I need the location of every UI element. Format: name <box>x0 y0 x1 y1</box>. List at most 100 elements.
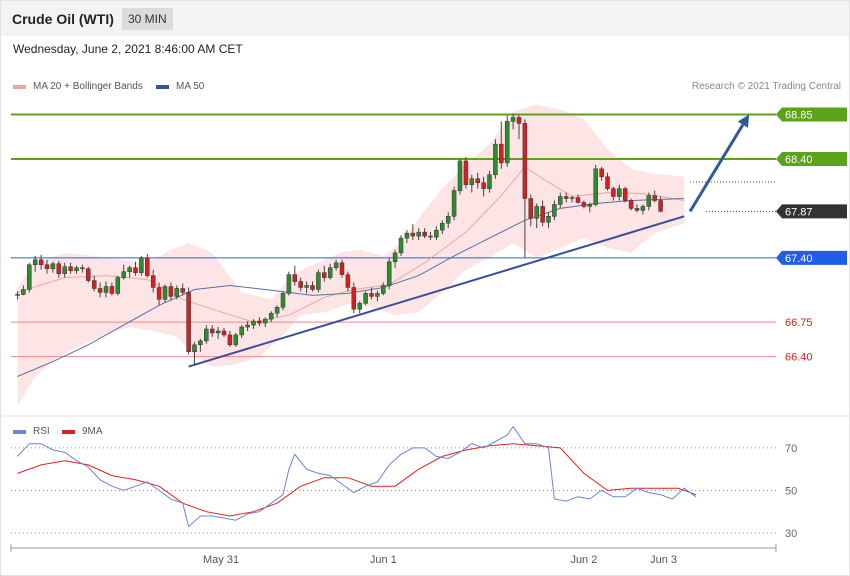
candle-body <box>469 178 475 185</box>
support-trendline <box>188 215 685 368</box>
candle-body <box>516 117 522 124</box>
candle-body <box>127 267 132 272</box>
candle-body <box>327 267 333 278</box>
rsi-tick-50: 50 <box>785 485 797 497</box>
candle-body <box>440 222 445 231</box>
price-panel: 68.85 68.40 67.87 67.40 66.75 66.40 <box>11 104 847 407</box>
candle-body <box>38 259 44 265</box>
ma50-swatch-icon <box>156 84 169 89</box>
candle-body <box>575 197 581 203</box>
time-axis: May 31 Jun 1 Jun 2 Jun 3 <box>10 544 777 566</box>
candle-body <box>133 267 138 273</box>
candle-body <box>68 266 73 271</box>
candle-body <box>345 274 351 288</box>
candle-body <box>617 188 622 197</box>
forecast-arrow-shaft <box>688 123 745 213</box>
candle-body <box>398 237 404 254</box>
legend-9ma-label: 9MA <box>82 426 103 437</box>
candle-body <box>215 330 221 334</box>
candle-body <box>121 271 126 278</box>
candle-body <box>227 334 233 346</box>
legend-9ma: 9MA <box>62 426 103 437</box>
rsi-swatch-icon <box>13 429 26 434</box>
legend-rsi-label: RSI <box>33 426 50 437</box>
candle-body <box>611 188 616 197</box>
candle-body <box>322 272 327 278</box>
candle-body <box>280 293 286 308</box>
legend-ma50-label: MA 50 <box>176 81 205 92</box>
candle-body <box>198 340 203 346</box>
candle-body <box>109 286 115 294</box>
candle-body <box>416 231 421 237</box>
candle-body <box>599 168 604 178</box>
candle-body <box>593 168 598 205</box>
level-label-66.75: 66.75 <box>785 317 813 329</box>
candle-body <box>652 195 657 201</box>
candle-body <box>292 274 298 282</box>
candle-body <box>475 178 480 183</box>
candle-body <box>50 263 56 269</box>
ma9-swatch-icon <box>62 429 75 434</box>
candle-body <box>493 143 498 176</box>
rsi-line <box>17 425 697 528</box>
candle-body <box>204 328 209 342</box>
candle-body <box>587 204 593 207</box>
candle-body <box>192 344 197 352</box>
candle-body <box>445 216 451 224</box>
candle-body <box>168 286 174 297</box>
candle-body <box>56 263 62 274</box>
candle-body <box>392 252 398 263</box>
timeframe-badge[interactable]: 30 MIN <box>122 8 173 30</box>
candle-body <box>534 206 539 219</box>
ma20-swatch-icon <box>13 84 26 89</box>
instrument-title: Crude Oil (WTI) <box>12 11 114 27</box>
candle-body <box>428 235 433 238</box>
candle-body <box>451 190 457 217</box>
candle-body <box>658 200 663 212</box>
candle-body <box>528 198 534 219</box>
candle-body <box>410 232 416 237</box>
candle-body <box>298 281 303 288</box>
candle-body <box>510 117 516 122</box>
candle-body <box>552 204 557 217</box>
candle-body <box>339 262 345 275</box>
candle-body <box>316 272 321 290</box>
candle-body <box>91 280 97 289</box>
candle-body <box>563 196 569 199</box>
candle-body <box>375 293 380 297</box>
level-label-67.40: 67.40 <box>785 253 813 265</box>
candle-body <box>504 121 510 164</box>
candle-body <box>274 307 280 314</box>
candle-body <box>304 285 309 288</box>
candle-body <box>86 268 91 281</box>
chart-datetime: Wednesday, June 2, 2021 8:46:00 AM CET <box>13 42 243 56</box>
rsi-panel: 30 50 70 <box>11 425 797 540</box>
candle-body <box>422 231 427 237</box>
candle-body <box>481 182 486 189</box>
candle-body <box>646 195 652 207</box>
candle-body <box>369 293 374 297</box>
candle-body <box>62 266 67 274</box>
candle-body <box>174 288 180 297</box>
level-label-68.85: 68.85 <box>785 109 813 121</box>
time-axis-label: Jun 1 <box>370 554 397 566</box>
candle-body <box>333 262 339 268</box>
time-axis-label: Jun 2 <box>570 554 597 566</box>
candle-body <box>209 328 215 334</box>
candle-body <box>386 261 392 286</box>
candle-body <box>257 320 262 324</box>
candle-body <box>351 287 357 310</box>
candle-body <box>44 264 50 269</box>
candle-body <box>103 286 109 293</box>
legend-ma20: MA 20 + Bollinger Bands <box>13 81 143 92</box>
forecast-arrow-head-icon <box>737 114 750 128</box>
candle-body <box>605 176 610 189</box>
candle-body <box>221 330 227 336</box>
candle-body <box>245 324 250 328</box>
level-label-68.40: 68.40 <box>785 154 813 166</box>
candle-body <box>186 292 191 352</box>
level-tag-68.85 <box>776 107 847 122</box>
candle-body <box>558 196 563 205</box>
chart-header: Crude Oil (WTI) 30 MIN <box>1 1 849 36</box>
